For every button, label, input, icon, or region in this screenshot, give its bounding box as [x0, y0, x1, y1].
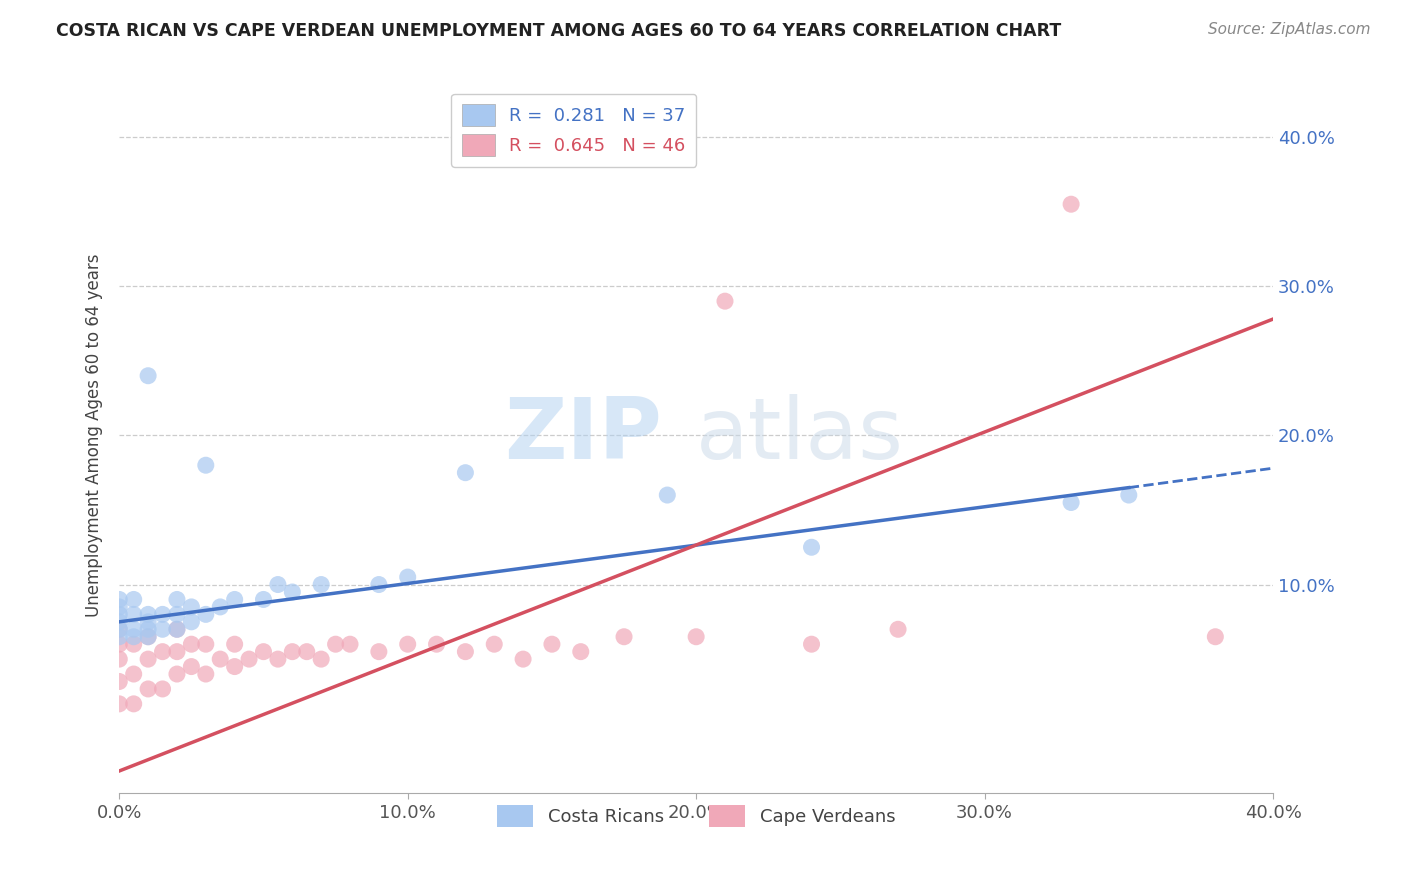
Point: [122, 667, 145, 681]
Point: [887, 622, 910, 636]
Point: [252, 645, 274, 659]
Point: [224, 592, 246, 607]
Point: [136, 630, 159, 644]
Point: [396, 570, 419, 584]
Point: [180, 599, 202, 614]
Point: [512, 652, 534, 666]
Point: [238, 652, 260, 666]
Point: [425, 637, 447, 651]
Point: [136, 622, 159, 636]
Text: Source: ZipAtlas.com: Source: ZipAtlas.com: [1208, 22, 1371, 37]
Point: [569, 645, 592, 659]
Point: [108, 622, 131, 636]
Point: [1118, 488, 1140, 502]
Point: [267, 577, 290, 591]
Point: [194, 458, 217, 473]
Point: [136, 607, 159, 622]
Y-axis label: Unemployment Among Ages 60 to 64 years: Unemployment Among Ages 60 to 64 years: [86, 253, 103, 617]
Point: [209, 652, 232, 666]
Point: [122, 607, 145, 622]
Point: [152, 681, 174, 696]
Point: [309, 577, 332, 591]
Point: [180, 637, 202, 651]
Point: [108, 599, 131, 614]
Point: [194, 607, 217, 622]
Point: [800, 541, 823, 555]
Point: [1060, 495, 1083, 509]
Point: [657, 488, 679, 502]
Point: [1060, 197, 1083, 211]
Point: [108, 697, 131, 711]
Point: [685, 630, 707, 644]
Point: [108, 615, 131, 629]
Point: [396, 637, 419, 651]
Text: atlas: atlas: [696, 394, 904, 477]
Point: [136, 615, 159, 629]
Point: [136, 652, 159, 666]
Point: [122, 630, 145, 644]
Text: COSTA RICAN VS CAPE VERDEAN UNEMPLOYMENT AMONG AGES 60 TO 64 YEARS CORRELATION C: COSTA RICAN VS CAPE VERDEAN UNEMPLOYMENT…: [56, 22, 1062, 40]
Point: [267, 652, 290, 666]
Point: [108, 607, 131, 622]
Point: [108, 630, 131, 644]
Point: [108, 592, 131, 607]
Point: [613, 630, 636, 644]
Point: [166, 622, 188, 636]
Point: [194, 637, 217, 651]
Point: [339, 637, 361, 651]
Legend: Costa Ricans, Cape Verdeans: Costa Ricans, Cape Verdeans: [489, 798, 903, 834]
Point: [108, 652, 131, 666]
Point: [136, 681, 159, 696]
Point: [281, 645, 304, 659]
Point: [209, 599, 232, 614]
Point: [194, 667, 217, 681]
Point: [224, 659, 246, 673]
Point: [367, 577, 389, 591]
Point: [325, 637, 347, 651]
Point: [152, 607, 174, 622]
Point: [122, 622, 145, 636]
Point: [367, 645, 389, 659]
Point: [108, 674, 131, 689]
Point: [122, 637, 145, 651]
Point: [166, 667, 188, 681]
Point: [108, 637, 131, 651]
Point: [136, 630, 159, 644]
Point: [166, 622, 188, 636]
Point: [152, 622, 174, 636]
Point: [152, 645, 174, 659]
Point: [136, 368, 159, 383]
Point: [180, 659, 202, 673]
Point: [295, 645, 318, 659]
Point: [166, 607, 188, 622]
Point: [714, 294, 737, 309]
Point: [800, 637, 823, 651]
Point: [484, 637, 506, 651]
Point: [541, 637, 564, 651]
Point: [180, 615, 202, 629]
Point: [309, 652, 332, 666]
Point: [454, 645, 477, 659]
Point: [122, 592, 145, 607]
Point: [166, 592, 188, 607]
Point: [108, 622, 131, 636]
Text: ZIP: ZIP: [503, 394, 662, 477]
Point: [454, 466, 477, 480]
Point: [252, 592, 274, 607]
Point: [1204, 630, 1226, 644]
Point: [122, 697, 145, 711]
Point: [224, 637, 246, 651]
Point: [166, 645, 188, 659]
Point: [281, 585, 304, 599]
